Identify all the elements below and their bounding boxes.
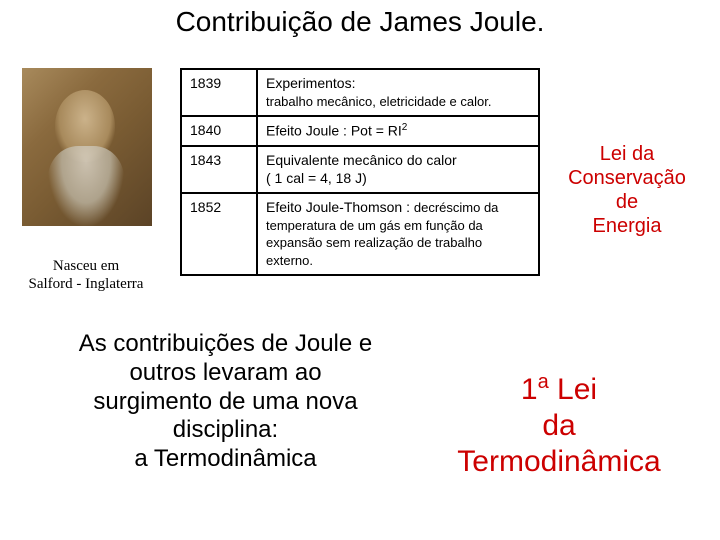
law-l3: de	[616, 191, 638, 213]
br-num: 1	[521, 373, 538, 406]
br-w2: da	[542, 409, 575, 442]
br-w3: Termodinâmica	[457, 445, 660, 478]
summary-paragraph: As contribuições de Joule e outros levar…	[28, 330, 423, 474]
conservation-law: Lei da Conservação de Energia	[552, 142, 702, 238]
cell-desc: Experimentos: trabalho mecânico, eletric…	[257, 69, 539, 116]
para-l3: surgimento de uma nova	[93, 388, 357, 415]
table-row: 1839 Experimentos: trabalho mecânico, el…	[181, 69, 539, 116]
law-l4: Energia	[593, 215, 662, 237]
cell-year: 1840	[181, 116, 257, 146]
row0-main: Experimentos:	[266, 75, 355, 91]
para-l1: As contribuições de Joule e	[79, 330, 373, 357]
table-row: 1843 Equivalente mecânico do calor ( 1 c…	[181, 146, 539, 193]
row0-sub: trabalho mecânico, eletricidade e calor.	[266, 94, 491, 109]
row1-sup: 2	[402, 122, 408, 133]
br-ord: a	[538, 371, 549, 393]
para-l4: disciplina:	[173, 416, 278, 443]
table-row: 1840 Efeito Joule : Pot = RI2	[181, 116, 539, 146]
cell-desc: Efeito Joule-Thomson : decréscimo da tem…	[257, 193, 539, 275]
law-l1: Lei da	[600, 143, 655, 165]
cell-year: 1839	[181, 69, 257, 116]
row3-main: Efeito Joule-Thomson :	[266, 199, 414, 215]
para-l2: outros levaram ao	[129, 359, 321, 386]
slide: Contribuição de James Joule. James P. Jo…	[0, 0, 720, 540]
cell-year: 1843	[181, 146, 257, 193]
page-title: Contribuição de James Joule.	[0, 6, 720, 38]
birth-line-2: Salford - Inglaterra	[0, 276, 172, 293]
row1-main: Efeito Joule : Pot = RI	[266, 123, 402, 139]
portrait-image: James P. Joule (1818-1889)	[22, 68, 152, 226]
first-law-callout: 1a Lei da Termodinâmica	[424, 370, 694, 480]
cell-desc: Equivalente mecânico do calor ( 1 cal = …	[257, 146, 539, 193]
cell-desc: Efeito Joule : Pot = RI2	[257, 116, 539, 146]
contributions-table: 1839 Experimentos: trabalho mecânico, el…	[180, 68, 540, 276]
law-l2: Conservação	[568, 167, 686, 189]
row2-main: Equivalente mecânico do calor	[266, 152, 457, 168]
cell-year: 1852	[181, 193, 257, 275]
table-row: 1852 Efeito Joule-Thomson : decréscimo d…	[181, 193, 539, 275]
row2-line2: ( 1 cal = 4, 18 J)	[266, 170, 367, 186]
para-l5: a Termodinâmica	[134, 445, 316, 472]
birth-line-1: Nasceu em	[0, 258, 172, 275]
br-w1: Lei	[549, 373, 597, 406]
